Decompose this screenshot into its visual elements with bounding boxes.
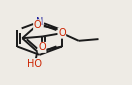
Text: O: O bbox=[58, 28, 66, 38]
Text: HO: HO bbox=[27, 59, 42, 69]
Text: N: N bbox=[36, 17, 43, 27]
Text: O: O bbox=[38, 42, 46, 52]
Text: O: O bbox=[34, 20, 41, 30]
